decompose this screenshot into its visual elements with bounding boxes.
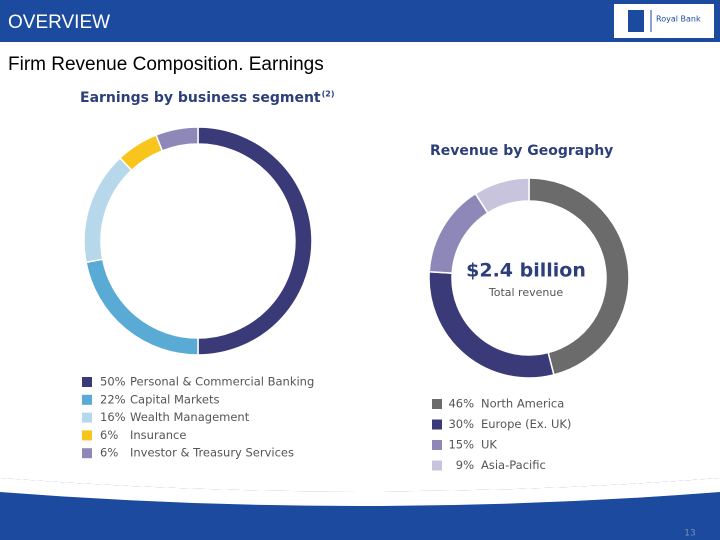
legend-label: Europe (Ex. UK) <box>481 417 571 431</box>
legend-value: 22% <box>100 392 126 406</box>
legend-swatch <box>82 377 92 387</box>
legend-label: Personal & Commercial Banking <box>130 375 314 389</box>
legend-value: 30% <box>448 417 474 431</box>
donut-slice <box>155 126 199 152</box>
legend-swatch <box>432 460 442 471</box>
footer-curve <box>0 478 720 506</box>
legend-label: Insurance <box>130 428 186 442</box>
chart-title: Earnings by business segment <box>80 90 321 106</box>
legend-label: Investor & Treasury Services <box>130 446 294 460</box>
legend-value: 15% <box>448 438 474 452</box>
page-number: 13 <box>684 529 695 539</box>
donut-slice <box>474 177 530 215</box>
legend-label: North America <box>481 397 564 411</box>
center-label: Total revenue <box>488 286 563 299</box>
legend-swatch <box>82 394 92 405</box>
legend-value: 9% <box>456 458 474 472</box>
legend-swatch <box>432 419 442 430</box>
legend-value: 16% <box>100 410 126 424</box>
legend-swatch <box>82 412 92 423</box>
legend-swatch <box>82 448 92 459</box>
chart-title: Revenue by Geography <box>430 143 613 159</box>
legend-value: 6% <box>100 446 118 460</box>
legend-label: Wealth Management <box>130 410 250 424</box>
legend-swatch <box>432 399 442 409</box>
legend-label: Capital Markets <box>130 392 220 406</box>
legend-value: 46% <box>448 397 474 411</box>
legend-label: Asia-Pacific <box>481 458 546 472</box>
header-bar <box>0 0 720 42</box>
subtitle: Firm Revenue Composition. Earnings <box>8 54 324 75</box>
legend-value: 50% <box>100 375 126 389</box>
logo-shield <box>628 10 644 32</box>
center-value: $2.4 billion <box>466 260 586 282</box>
legend-label: UK <box>481 438 497 452</box>
header-title: OVERVIEW <box>8 12 110 33</box>
legend-swatch <box>432 440 442 450</box>
logo-text: Royal Bank <box>656 15 701 24</box>
legend-swatch <box>82 430 92 441</box>
legend-value: 6% <box>100 428 118 442</box>
chart-title-note: (2) <box>322 90 335 99</box>
